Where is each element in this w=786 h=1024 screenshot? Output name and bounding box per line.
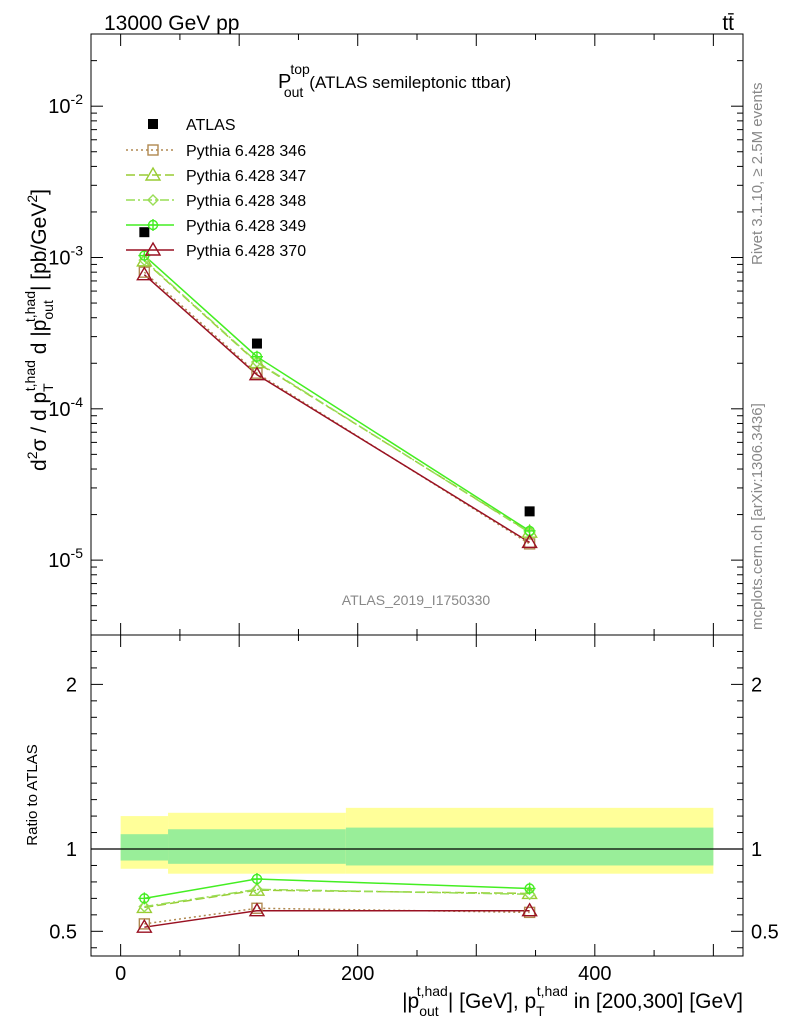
main-series-line: [143, 259, 531, 534]
ratio-series-marker: [523, 882, 536, 895]
ratio-series-marker: [136, 918, 153, 933]
ratio-y-axis-title: Ratio to ATLAS: [24, 744, 41, 845]
ratio-series-marker: [521, 902, 538, 917]
ratio-series-marker: [138, 892, 151, 905]
legend-label: Pythia 6.428 347: [186, 168, 306, 185]
ratio-series-marker: [523, 888, 536, 901]
legend-label: Pythia 6.428 370: [186, 243, 306, 260]
x-tick-labels: 0 200 400: [115, 963, 611, 985]
main-axis-ticks: [91, 33, 743, 635]
main-series-line: [143, 255, 531, 532]
main-series-marker: [521, 533, 538, 549]
atlas-data-points: [139, 227, 535, 517]
legend-label: Pythia 6.428 348: [186, 193, 306, 210]
ratio-series-marker: [138, 900, 151, 913]
legend-marker: [144, 166, 162, 181]
ratio-series-markers: [136, 872, 538, 933]
data-point: [139, 227, 150, 238]
data-point: [524, 506, 535, 517]
title-main: P: [278, 71, 291, 93]
mcplots-label: mcplots.cern.ch [arXiv:1306.3436]: [749, 403, 766, 630]
ratio-axis-ticks: [91, 634, 743, 956]
ratio-series-line: [144, 878, 530, 900]
main-series-marker: [136, 266, 153, 281]
legend-marker: [147, 144, 159, 156]
ratio-series-marker: [248, 902, 266, 917]
ratio-series-marker: [250, 872, 263, 885]
legend-marker: [147, 219, 159, 231]
legend-label: Pythia 6.428 346: [186, 143, 306, 160]
main-series-marker: [250, 350, 263, 363]
ratio-panel: 0.5 0.5 1 1 2 2 0 200 400: [49, 634, 779, 985]
rivet-label: Rivet 3.1.10, ≥ 2.5M events: [749, 83, 766, 266]
ratio-y-tick-labels: 0.5 0.5 1 1 2 2: [49, 674, 779, 943]
main-series-line: [143, 260, 531, 533]
x-axis-title: |poutt,had| [GeV], pTt,had in [200,300] …: [402, 983, 743, 1019]
x-tick-label: 0: [115, 963, 126, 985]
svg-text:d2σ / d pTt,had d |poutt,had|: d2σ / d pTt,had d |poutt,had| [pb/GeV2]: [22, 189, 56, 471]
y-tick-label: 10-5: [48, 545, 83, 572]
main-series-markers: [136, 249, 538, 550]
legend-label: ATLAS: [186, 117, 236, 134]
plot-title: Ptop out (ATLAS semileptonic ttbar): [278, 61, 511, 100]
y-tick-label: 10-4: [48, 394, 83, 421]
ratio-series-line: [144, 909, 530, 928]
inner-band: [168, 829, 346, 864]
title-rest: (ATLAS semileptonic ttbar): [309, 73, 511, 92]
x-tick-label: 200: [341, 963, 374, 985]
main-y-tick-labels: 10-5 10-4 10-3 10-2: [48, 91, 83, 572]
legend-marker: [148, 119, 158, 129]
ratio-y-tick-label: 0.5: [49, 921, 77, 943]
legend-marker: [144, 241, 162, 256]
y-tick-label: 10-2: [48, 91, 83, 118]
ratio-uncertainty-bands: [120, 807, 714, 874]
x-tick-label: 400: [578, 963, 611, 985]
ratio-y-tick-label-right: 1: [751, 839, 762, 861]
ratio-y-tick-label-right: 0.5: [751, 921, 779, 943]
ratio-frame: [90, 634, 744, 957]
main-series-lines: [143, 255, 531, 545]
ratio-series-lines: [144, 878, 530, 928]
ratio-series-line: [144, 888, 530, 908]
ratio-series-marker: [250, 883, 263, 896]
ratio-y-tick-label: 1: [66, 839, 77, 861]
analysis-watermark: ATLAS_2019_I1750330: [342, 592, 491, 608]
legend-label: Pythia 6.428 349: [186, 218, 306, 235]
svg-text:|poutt,had| [GeV], pTt,had in: |poutt,had| [GeV], pTt,had in [200,300] …: [402, 983, 743, 1019]
main-panel: 10-5 10-4 10-3 10-2 Ptop out (ATLAS semilepto…: [48, 33, 744, 636]
data-point: [251, 338, 262, 349]
inner-band: [345, 827, 714, 866]
main-series-marker: [248, 366, 266, 381]
ratio-y-tick-label: 2: [66, 674, 77, 696]
process-label: tt̄: [722, 12, 734, 35]
energy-label: 13000 GeV pp: [104, 12, 239, 35]
title-sup: top: [290, 61, 310, 77]
main-series-line: [143, 274, 531, 544]
ratio-y-tick-label-right: 2: [751, 674, 762, 696]
main-y-axis-title: d2σ / d pTt,had d |poutt,had| [pb/GeV2]: [22, 189, 56, 471]
title-sub: out: [284, 84, 304, 100]
y-tick-label: 10-3: [48, 243, 83, 270]
inner-band: [120, 834, 169, 861]
legend-marker: [147, 194, 159, 206]
legend: ATLAS Pythia 6.428 346 Pythia 6.428 347 Pyt…: [126, 117, 306, 260]
